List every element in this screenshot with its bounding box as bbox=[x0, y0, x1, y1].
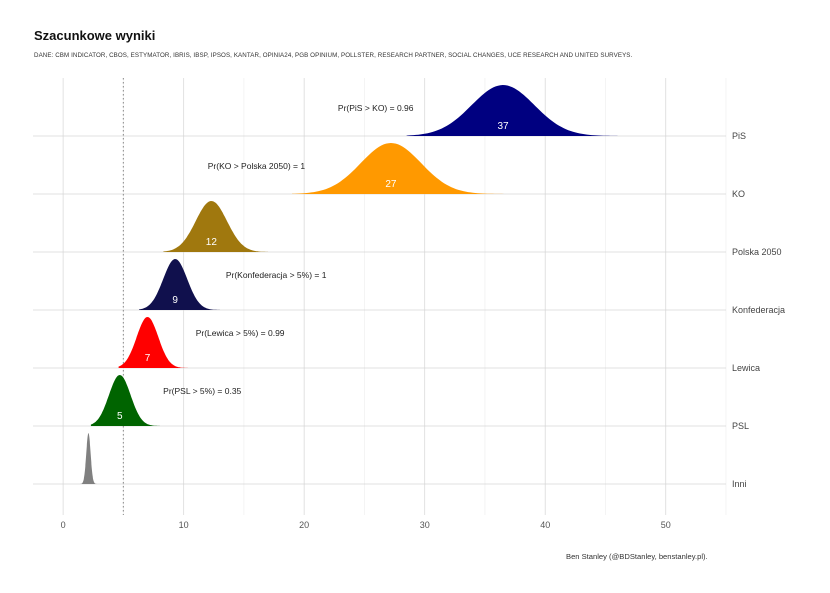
annotation-konfederacja: Pr(Konfederacja > 5%) = 1 bbox=[226, 270, 327, 280]
x-tick-label: 30 bbox=[420, 520, 430, 530]
y-label-pis: PiS bbox=[732, 131, 746, 141]
y-label-konfederacja: Konfederacja bbox=[732, 305, 785, 315]
x-tick-label: 10 bbox=[179, 520, 189, 530]
y-label-polska-2050: Polska 2050 bbox=[732, 247, 782, 257]
value-label-ko: 27 bbox=[385, 179, 397, 190]
value-label-polska-2050: 12 bbox=[206, 237, 218, 248]
chart-subtitle: DANE: CBM INDICATOR, CBOS, ESTYMATOR, IB… bbox=[34, 52, 633, 59]
annotation-lewica: Pr(Lewica > 5%) = 0.99 bbox=[196, 328, 285, 338]
annotation-pis: Pr(PiS > KO) = 0.96 bbox=[338, 103, 414, 113]
value-labels: 37 27 12 9 7 5 bbox=[117, 121, 509, 422]
ridge-psl bbox=[90, 375, 178, 426]
chart-caption: Ben Stanley (@BDStanley, benstanley.pl). bbox=[566, 552, 708, 561]
annotation-ko: Pr(KO > Polska 2050) = 1 bbox=[208, 161, 306, 171]
y-label-lewica: Lewica bbox=[732, 363, 760, 373]
y-label-inni: Inni bbox=[732, 479, 747, 489]
x-axis: 0 10 20 30 40 50 bbox=[61, 520, 671, 530]
ridge-inni bbox=[80, 433, 97, 484]
value-label-konfederacja: 9 bbox=[172, 295, 178, 306]
x-tick-label: 0 bbox=[61, 520, 66, 530]
annotations: Pr(PiS > KO) = 0.96 Pr(KO > Polska 2050) … bbox=[163, 103, 414, 396]
y-label-ko: KO bbox=[732, 189, 745, 199]
grid bbox=[62, 78, 727, 515]
value-label-psl: 5 bbox=[117, 411, 123, 422]
value-label-pis: 37 bbox=[497, 121, 509, 132]
x-tick-label: 50 bbox=[661, 520, 671, 530]
x-tick-label: 40 bbox=[540, 520, 550, 530]
ridge-polska-2050 bbox=[163, 201, 268, 252]
ridge-pis bbox=[406, 85, 618, 136]
chart-title: Szacunkowe wyniki bbox=[34, 28, 156, 43]
ridges bbox=[80, 85, 618, 484]
annotation-psl: Pr(PSL > 5%) = 0.35 bbox=[163, 386, 241, 396]
value-label-lewica: 7 bbox=[145, 353, 151, 364]
y-label-psl: PSL bbox=[732, 421, 749, 431]
ridge-lewica bbox=[118, 317, 190, 368]
ridge-konfederacja bbox=[139, 259, 220, 310]
y-axis: PiS KO Polska 2050 Konfederacja Lewica PSL Inn… bbox=[732, 131, 785, 489]
x-tick-label: 20 bbox=[299, 520, 309, 530]
ridge-ko bbox=[292, 143, 510, 194]
